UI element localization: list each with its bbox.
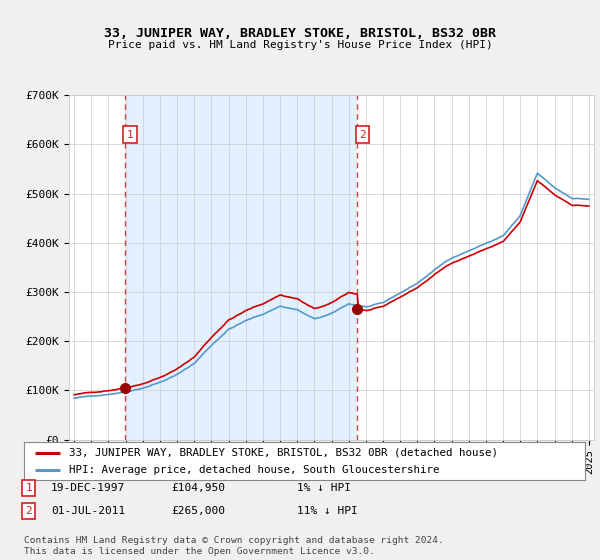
- Text: 1: 1: [25, 483, 32, 493]
- Text: HPI: Average price, detached house, South Gloucestershire: HPI: Average price, detached house, Sout…: [69, 465, 439, 475]
- Text: 33, JUNIPER WAY, BRADLEY STOKE, BRISTOL, BS32 0BR: 33, JUNIPER WAY, BRADLEY STOKE, BRISTOL,…: [104, 27, 496, 40]
- Text: £265,000: £265,000: [171, 506, 225, 516]
- Text: 11% ↓ HPI: 11% ↓ HPI: [297, 506, 358, 516]
- Text: 19-DEC-1997: 19-DEC-1997: [51, 483, 125, 493]
- Text: 1: 1: [127, 129, 133, 139]
- Text: 33, JUNIPER WAY, BRADLEY STOKE, BRISTOL, BS32 0BR (detached house): 33, JUNIPER WAY, BRADLEY STOKE, BRISTOL,…: [69, 447, 498, 458]
- Text: £104,950: £104,950: [171, 483, 225, 493]
- Text: 2: 2: [25, 506, 32, 516]
- Bar: [125, 95, 357, 440]
- Text: 01-JUL-2011: 01-JUL-2011: [51, 506, 125, 516]
- Text: Contains HM Land Registry data © Crown copyright and database right 2024.
This d: Contains HM Land Registry data © Crown c…: [24, 536, 444, 556]
- Text: Price paid vs. HM Land Registry's House Price Index (HPI): Price paid vs. HM Land Registry's House …: [107, 40, 493, 50]
- Text: 1% ↓ HPI: 1% ↓ HPI: [297, 483, 351, 493]
- Text: 2: 2: [359, 129, 366, 139]
